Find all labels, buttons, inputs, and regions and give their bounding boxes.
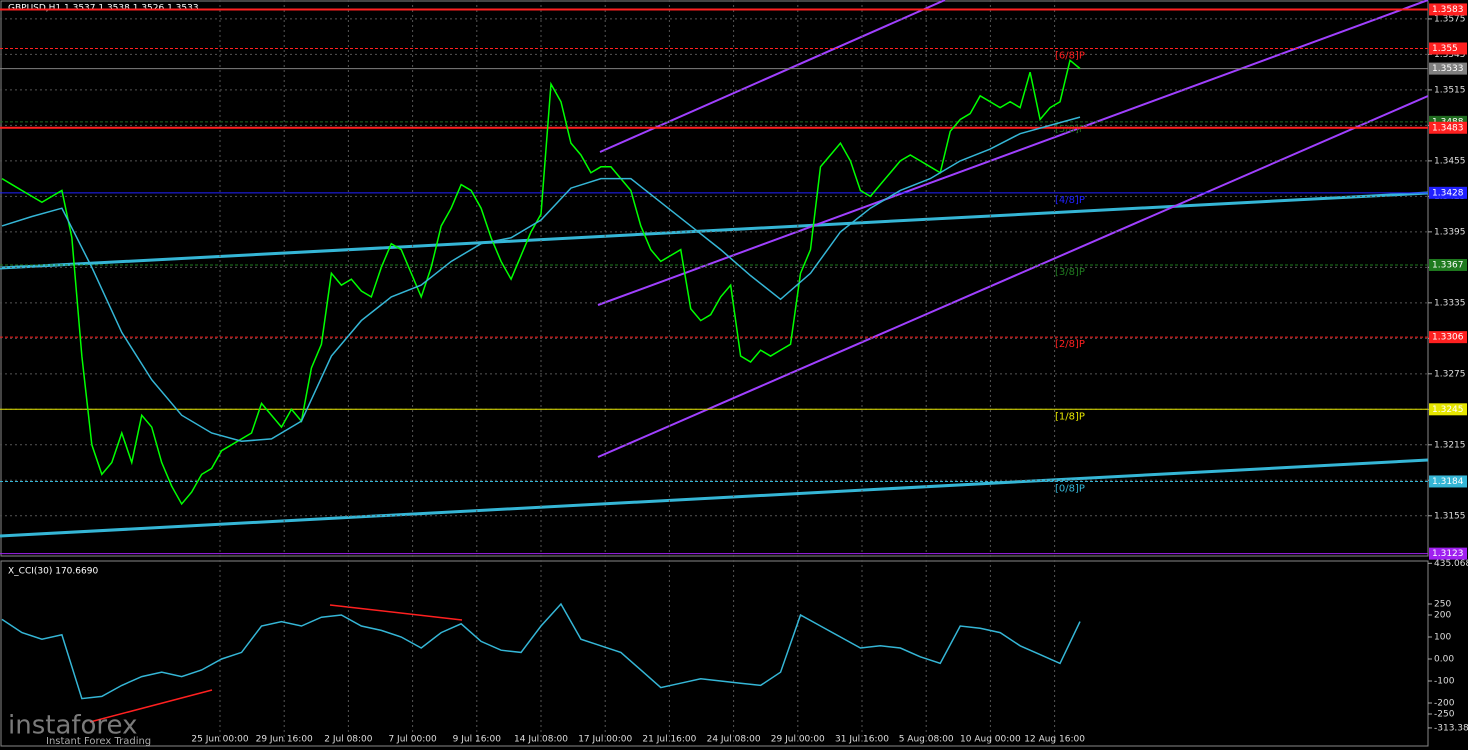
level-tag: [3/8]P bbox=[1055, 267, 1085, 278]
level-value: 1.3184 bbox=[1432, 477, 1464, 487]
trend-line bbox=[0, 458, 1429, 538]
channel-line bbox=[597, 0, 1429, 306]
y-tick-label: 1.3335 bbox=[1434, 298, 1466, 308]
divergence-line bbox=[89, 689, 213, 723]
x-tick-label: 29 Jun 16:00 bbox=[256, 735, 313, 745]
x-tick-label: 7 Jul 00:00 bbox=[388, 735, 437, 745]
y-tick-label: 1.3275 bbox=[1434, 369, 1466, 379]
y-tick-label: 1.3395 bbox=[1434, 227, 1466, 237]
level-value: 1.3306 bbox=[1432, 333, 1464, 343]
y-tick-label: 250 bbox=[1434, 600, 1451, 610]
x-tick-label: 24 Jul 08:00 bbox=[707, 735, 761, 745]
y-tick-label: -313.386 bbox=[1434, 723, 1468, 733]
level-box bbox=[1429, 475, 1467, 488]
indicator-title: X_CCI(30) 170.6690 bbox=[8, 567, 98, 577]
series-line bbox=[1, 58, 1081, 506]
level-box bbox=[1429, 3, 1467, 16]
level-box bbox=[1429, 331, 1467, 344]
x-tick-label: 9 Jul 16:00 bbox=[453, 735, 502, 745]
level-box bbox=[1429, 403, 1467, 416]
level-value: 1.3583 bbox=[1432, 5, 1464, 15]
y-tick-label: -200 bbox=[1434, 698, 1455, 708]
y-tick-label: -250 bbox=[1434, 709, 1455, 719]
y-tick-label: -100 bbox=[1434, 676, 1455, 686]
y-tick-label: 200 bbox=[1434, 611, 1451, 621]
x-tick-label: 2 Jul 08:00 bbox=[324, 735, 373, 745]
y-tick-label: 0.00 bbox=[1434, 654, 1454, 664]
y-tick-label: 1.3515 bbox=[1434, 85, 1466, 95]
level-value: 1.3367 bbox=[1432, 260, 1464, 270]
series-line bbox=[1, 116, 1081, 443]
level-value: 1.3123 bbox=[1432, 549, 1464, 559]
level-box bbox=[1429, 62, 1467, 75]
level-value: 1.3428 bbox=[1432, 188, 1464, 198]
level-box bbox=[1429, 258, 1467, 271]
x-tick-label: 14 Jul 08:00 bbox=[514, 735, 568, 745]
x-tick-label: 21 Jul 16:00 bbox=[642, 735, 696, 745]
y-tick-label: 1.3545 bbox=[1434, 50, 1466, 60]
channel-line bbox=[599, 0, 946, 153]
y-tick-label: 1.3155 bbox=[1434, 511, 1466, 521]
level-tag: [1/8]P bbox=[1055, 411, 1085, 422]
x-tick-label: 17 Jul 00:00 bbox=[578, 735, 632, 745]
series-line bbox=[1, 602, 1081, 700]
y-tick-label: 435.0684 bbox=[1434, 559, 1468, 569]
level-value: 1.3245 bbox=[1432, 405, 1464, 415]
level-tag: [6/8]P bbox=[1055, 51, 1085, 62]
level-tag: [4/8]P bbox=[1055, 195, 1085, 206]
x-tick-label: 5 Aug 08:00 bbox=[899, 735, 954, 745]
y-tick-label: 1.3215 bbox=[1434, 440, 1466, 450]
x-tick-label: 10 Aug 00:00 bbox=[960, 735, 1021, 745]
level-tag: [2/8]P bbox=[1055, 339, 1085, 350]
level-box bbox=[1429, 547, 1467, 560]
price-pane bbox=[0, 0, 1429, 557]
level-value: 1.3483 bbox=[1432, 123, 1464, 133]
y-tick-label: 100 bbox=[1434, 633, 1451, 643]
level-tag: [0/8]P bbox=[1055, 483, 1085, 494]
level-box bbox=[1429, 121, 1467, 134]
cci-pane bbox=[0, 560, 1429, 747]
watermark-tagline: Instant Forex Trading bbox=[46, 736, 151, 747]
level-value: 1.3533 bbox=[1432, 64, 1464, 74]
trend-lines bbox=[0, 0, 1429, 723]
x-tick-label: 29 Jul 00:00 bbox=[771, 735, 825, 745]
y-tick-label: 1.3575 bbox=[1434, 14, 1466, 24]
trend-line bbox=[0, 191, 1429, 270]
level-tag: [5/8]P bbox=[1055, 124, 1085, 135]
watermark-brand: instaforex bbox=[8, 711, 137, 741]
level-value: 1.355 bbox=[1432, 44, 1458, 54]
x-tick-label: 12 Aug 16:00 bbox=[1024, 735, 1085, 745]
channel-line bbox=[597, 95, 1429, 458]
divergence-line bbox=[329, 604, 463, 621]
level-box bbox=[1429, 42, 1467, 55]
x-tick-label: 25 Jun 00:00 bbox=[191, 735, 248, 745]
x-tick-label: 31 Jul 16:00 bbox=[835, 735, 889, 745]
y-tick-label: 1.3455 bbox=[1434, 156, 1466, 166]
level-box bbox=[1429, 186, 1467, 199]
